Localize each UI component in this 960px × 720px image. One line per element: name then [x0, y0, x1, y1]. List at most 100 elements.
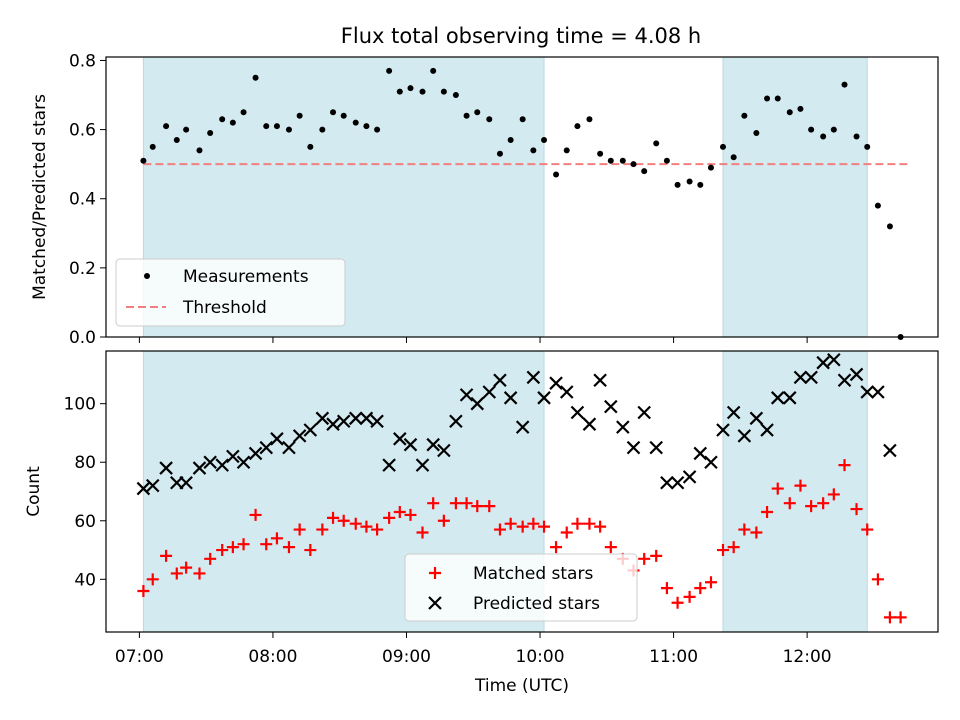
predicted-stars-point	[860, 385, 874, 399]
measurement-point	[340, 112, 347, 119]
predicted-stars-point	[716, 423, 730, 437]
predicted-stars-point	[336, 414, 351, 429]
measurement-point	[396, 88, 403, 95]
matched-stars-point	[571, 517, 584, 530]
measurement-point	[496, 150, 503, 157]
chart-title: Flux total observing time = 4.08 h	[341, 24, 701, 48]
predicted-stars-point	[816, 355, 830, 370]
measurement-point	[597, 150, 604, 157]
measurement-point	[519, 116, 526, 123]
matched-stars-point	[783, 497, 796, 510]
matched-stars-point	[716, 544, 729, 557]
predicted-stars-point	[426, 437, 440, 452]
measurement-point	[163, 123, 170, 130]
x-tick-label: 07:00	[115, 647, 164, 667]
y-axis-label: Matched/Predicted stars	[30, 94, 50, 300]
x-tick-label: 10:00	[516, 647, 565, 667]
legend-label: Measurements	[183, 267, 309, 287]
x-axis-label: Time (UTC)	[474, 676, 569, 696]
measurement-point	[886, 223, 893, 230]
legend-label: Predicted stars	[473, 594, 600, 614]
predicted-stars-point	[359, 411, 374, 426]
matched-stars-point	[861, 523, 874, 536]
measurement-point	[707, 164, 714, 171]
measurement-point	[719, 143, 726, 150]
measurement-point	[730, 154, 737, 161]
measurement-point	[764, 95, 771, 102]
matched-stars-point	[437, 514, 450, 527]
predicted-stars-point	[515, 420, 530, 434]
matched-stars-point	[237, 538, 250, 551]
matched-stars-point	[146, 573, 159, 586]
x-tick-label: 11:00	[649, 647, 698, 667]
matched-stars-point	[293, 523, 306, 536]
predicted-stars-point	[637, 405, 651, 420]
matched-stars-point	[393, 505, 406, 518]
measurement-point	[183, 126, 190, 133]
matched-stars-point	[337, 514, 350, 527]
matched-stars-point	[460, 497, 473, 510]
predicted-stars-point	[270, 432, 284, 446]
predicted-stars-point	[393, 432, 407, 446]
matched-stars-point	[694, 582, 707, 595]
matched-stars-point	[550, 541, 563, 554]
predicted-stars-point	[248, 446, 263, 461]
predicted-stars-point	[503, 391, 518, 405]
matched-stars-point	[360, 520, 373, 533]
predicted-stars-point	[159, 461, 173, 475]
predicted-stars-point	[782, 391, 797, 405]
legend: Measurements Threshold	[115, 258, 346, 327]
predicted-stars-point	[482, 385, 497, 399]
y-tick-label: 100	[64, 395, 96, 415]
measurement-point	[207, 130, 214, 137]
legend-box	[404, 553, 638, 622]
measurement-point	[741, 112, 748, 119]
matched-stars-point	[538, 520, 551, 533]
predicted-stars-point	[179, 475, 193, 490]
measurement-point	[452, 92, 459, 99]
predicted-stars-point	[582, 417, 597, 431]
measurement-point	[686, 178, 693, 185]
measurement-point	[386, 67, 393, 74]
legend-marker-measurements	[144, 273, 150, 279]
matched-stars-point	[449, 497, 462, 510]
matched-stars-point	[805, 500, 818, 513]
measurement-point	[374, 126, 381, 133]
predicted-stars-point	[226, 449, 240, 464]
axes-frame	[105, 350, 939, 633]
predicted-stars-point	[559, 385, 574, 399]
measurement-point	[196, 147, 203, 154]
matched-stars-point	[850, 503, 863, 516]
series-measurements	[140, 67, 904, 340]
predicted-stars-point	[593, 373, 607, 388]
measurement-point	[173, 136, 180, 143]
matched-stars-point	[316, 523, 329, 536]
predicted-stars-point	[760, 423, 774, 437]
matched-stars-point	[282, 541, 295, 554]
predicted-stars-point	[537, 391, 551, 405]
matched-stars-point	[204, 552, 217, 565]
y-tick-label: 0.2	[69, 259, 96, 279]
predicted-stars-point	[370, 414, 384, 429]
axes-frame	[105, 56, 939, 338]
matched-stars-point	[750, 526, 763, 539]
matched-stars-point	[771, 482, 784, 495]
measurement-point	[797, 105, 804, 112]
measurement-point	[574, 123, 581, 130]
measurement-point	[463, 112, 470, 119]
measurement-point	[363, 123, 370, 130]
predicted-stars-point	[403, 437, 418, 452]
measurement-point	[319, 126, 326, 133]
x-tick-label: 12:00	[783, 647, 832, 667]
measurement-point	[841, 81, 848, 88]
matched-stars-point	[650, 549, 663, 562]
bottom-panel-counts: 40 60 80 100 07:00 08:00 09:00 10:00 11:00 12:00 C…	[24, 350, 939, 696]
predicted-stars-point	[459, 388, 474, 402]
predicted-stars-point	[871, 385, 885, 399]
predicted-stars-point	[437, 443, 451, 458]
predicted-stars-point	[470, 396, 485, 411]
matched-stars-point	[671, 596, 684, 609]
matched-stars-point	[193, 567, 206, 580]
measurement-point	[874, 202, 881, 209]
measurement-point	[273, 123, 280, 130]
